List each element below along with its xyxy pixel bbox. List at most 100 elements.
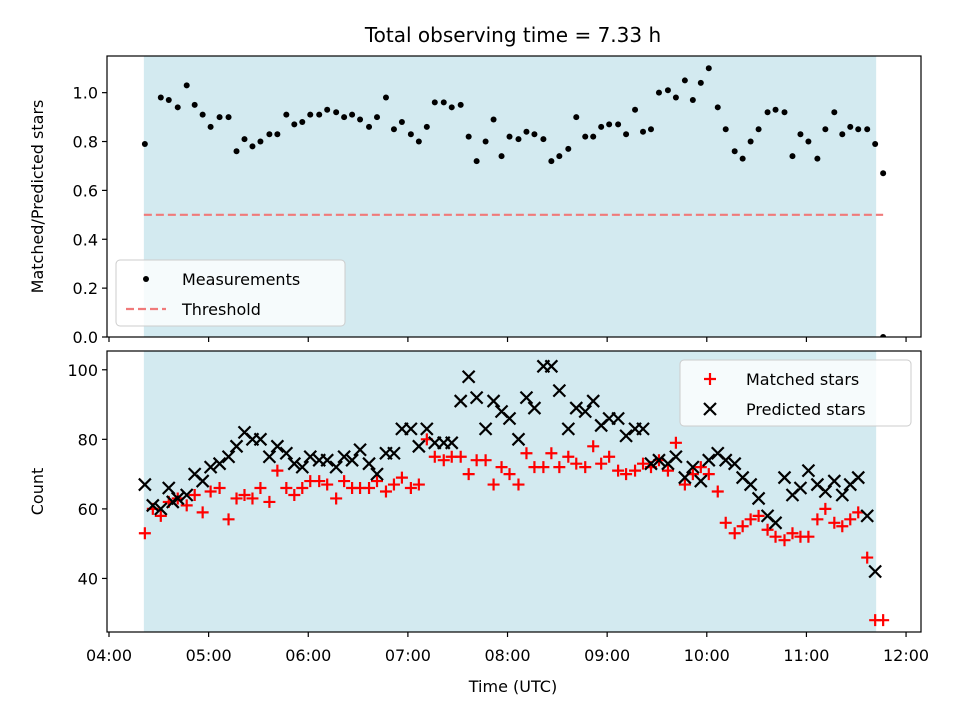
measurements-point — [191, 101, 198, 108]
predicted-stars-point — [146, 498, 160, 513]
measurements-point — [697, 79, 704, 86]
measurements-point — [423, 123, 430, 130]
matched-stars-point — [620, 468, 633, 481]
matched-stars-point — [338, 475, 351, 488]
matched-stars-point — [280, 482, 293, 495]
matched-stars-point — [180, 499, 193, 512]
matched-stars-point — [213, 482, 226, 495]
measurements-point — [390, 126, 397, 133]
matched-stars-point — [363, 482, 376, 495]
measurements-point — [324, 106, 331, 113]
matched-stars-point — [711, 485, 724, 498]
x-tick-label: 10:00 — [684, 646, 730, 665]
measurements-point — [415, 138, 422, 145]
x-tick-label: 12:00 — [883, 646, 929, 665]
predicted-stars-point — [345, 453, 359, 467]
predicted-stars-point — [420, 422, 434, 436]
matched-stars-point — [487, 478, 500, 491]
predicted-stars-point — [154, 502, 168, 516]
predicted-stars-point — [793, 481, 808, 495]
matched-stars-point — [296, 482, 309, 495]
matched-stars-point — [437, 454, 450, 467]
matched-stars-point — [861, 551, 874, 564]
measurements-point — [556, 153, 563, 160]
predicted-stars-point — [212, 456, 227, 471]
measurements-point — [349, 111, 356, 118]
matched-stars-point — [412, 478, 425, 491]
measurements-point — [283, 111, 290, 118]
predicted-stars-point — [678, 470, 692, 485]
measurements-point — [199, 111, 206, 118]
predicted-stars-point — [619, 429, 633, 443]
predicted-stars-point — [444, 436, 459, 450]
predicted-stars-point — [652, 453, 666, 467]
measurements-point — [183, 82, 190, 89]
matched-stars-point — [254, 482, 267, 495]
measurements-point — [565, 145, 572, 152]
predicted-stars-point — [502, 411, 517, 426]
measurements-point — [374, 114, 381, 121]
measurements-point — [407, 131, 414, 138]
measurements-point — [672, 94, 679, 101]
predicted-stars-point — [295, 460, 310, 474]
measurements-point — [515, 136, 522, 143]
x-tick-label: 06:00 — [285, 646, 331, 665]
predicted-stars-legend-marker — [703, 402, 717, 416]
predicted-stars-point — [702, 453, 716, 467]
matched-stars-point — [570, 457, 583, 470]
measurements-point — [498, 153, 505, 160]
predicted-stars-point — [519, 390, 534, 405]
predicted-stars-point — [827, 474, 842, 488]
measurements-point — [664, 87, 671, 94]
predicted-stars-point — [586, 394, 600, 408]
measurements-point — [366, 123, 373, 130]
bottom-panel: 40 60 80 100 04:00 05:00 06:00 07:00 08:00 09:00 1… — [28, 350, 929, 665]
measurements-point — [482, 138, 489, 145]
measurements-point — [523, 128, 530, 135]
matched-stars-point — [321, 478, 334, 491]
measurements-point — [398, 118, 405, 125]
matched-stars-point — [196, 506, 209, 519]
measurements-point — [764, 109, 771, 116]
matched-stars-point — [238, 488, 251, 501]
measurements-point — [266, 131, 273, 138]
predicted-stars-point — [329, 460, 343, 474]
matched-stars-point — [761, 523, 774, 536]
measurements-point — [241, 136, 248, 143]
matched-stars-point — [728, 527, 741, 540]
measurements-point — [216, 114, 223, 121]
measurements-point — [714, 104, 721, 111]
matched-stars-legend-marker — [704, 373, 716, 385]
matched-stars-point — [520, 447, 533, 460]
axes-frame-bottom — [106, 350, 922, 633]
measurements-point — [207, 123, 214, 130]
measurements-point — [722, 126, 729, 133]
measurements-point — [157, 94, 164, 101]
measurements-point — [174, 104, 181, 111]
predicted-stars-point — [751, 491, 766, 506]
predicted-stars-point — [669, 449, 683, 464]
predicted-stars-point — [801, 463, 816, 478]
matched-stars-point — [595, 457, 608, 470]
measurements-point — [880, 170, 887, 177]
outlier-point — [880, 334, 887, 337]
matched-stars-point — [428, 450, 441, 463]
predicted-stars-point — [270, 439, 285, 454]
measurements-point — [257, 138, 264, 145]
predicted-stars-point — [777, 470, 792, 485]
x-tick-label: 04:00 — [86, 646, 132, 665]
chart-title: Total observing time = 7.33 h — [364, 23, 661, 47]
predicted-stars-point — [337, 449, 351, 464]
predicted-stars-point — [195, 474, 210, 488]
x-tick-label: 07:00 — [385, 646, 431, 665]
measurements-point — [839, 131, 846, 138]
measurements-point — [573, 114, 580, 121]
predicted-stars-point — [527, 401, 542, 415]
legend-bottom: Matched stars Predicted stars — [679, 359, 912, 427]
measurements-point — [731, 148, 738, 155]
matched-stars-point — [188, 488, 201, 501]
predicted-stars-point — [561, 422, 576, 436]
measurements-point — [623, 131, 630, 138]
measurements-point — [506, 133, 513, 140]
matched-stars-point — [769, 530, 782, 543]
